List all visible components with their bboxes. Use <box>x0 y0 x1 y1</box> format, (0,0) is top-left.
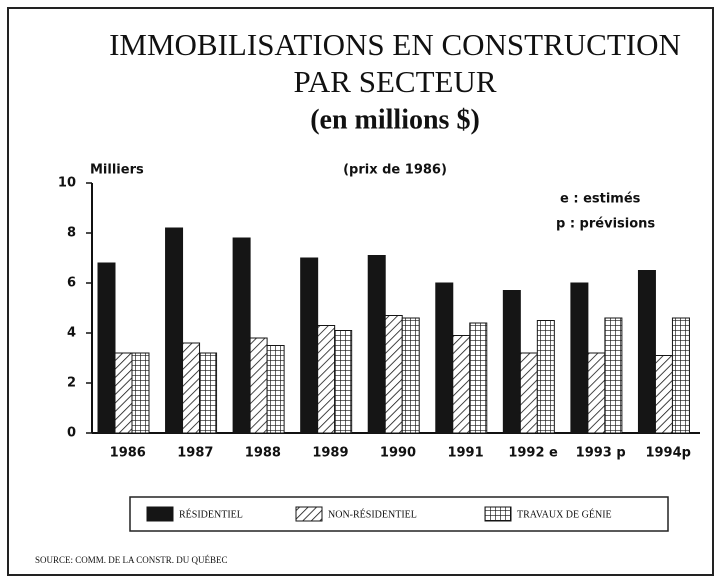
bar <box>452 335 471 434</box>
frame <box>7 7 714 576</box>
legend-box <box>129 496 669 532</box>
legend-label: RÉSIDENTIEL <box>179 508 243 520</box>
x-tick-label: 1988 <box>245 446 281 461</box>
annotation: p : prévisions <box>556 217 655 232</box>
bar <box>334 330 353 434</box>
bar <box>519 352 538 434</box>
legend-label: TRAVAUX DE GÉNIE <box>517 508 612 520</box>
x-tick-label: 1987 <box>177 446 213 461</box>
bar <box>401 317 420 434</box>
chart-subtitle: (en millions $) <box>310 104 480 135</box>
bar <box>367 255 386 434</box>
bar <box>266 345 285 434</box>
bar <box>536 320 555 434</box>
bar <box>131 352 150 434</box>
legend-label: NON-RÉSIDENTIEL <box>328 508 417 520</box>
x-tick-label: 1994p <box>645 446 691 461</box>
y-tick-label: 10 <box>58 176 76 191</box>
legend-swatch <box>295 506 323 522</box>
legend-swatch <box>484 506 512 522</box>
bar <box>570 282 589 434</box>
bar <box>587 352 606 434</box>
x-tick-label: 1992 e <box>508 446 558 461</box>
bar <box>182 342 201 434</box>
bar <box>165 227 184 434</box>
x-tick-label: 1993 p <box>576 446 626 461</box>
x-tick-label: 1989 <box>312 446 348 461</box>
chart-title: IMMOBILISATIONS EN CONSTRUCTION <box>109 27 681 62</box>
y-axis-label: Milliers <box>90 163 144 178</box>
bar <box>435 282 454 434</box>
chart-title: PAR SECTEUR <box>294 64 497 99</box>
bar <box>317 325 336 434</box>
y-tick-label: 0 <box>67 426 76 441</box>
bar <box>232 237 251 434</box>
x-tick-label: 1991 <box>447 446 483 461</box>
note: (prix de 1986) <box>343 163 447 178</box>
bar <box>604 317 623 434</box>
bar <box>671 317 690 434</box>
y-tick-label: 4 <box>67 326 76 341</box>
y-tick-label: 6 <box>67 276 76 291</box>
y-tick-label: 2 <box>67 376 76 391</box>
bar <box>384 315 403 434</box>
x-tick-label: 1986 <box>110 446 146 461</box>
bar <box>654 355 673 434</box>
bar <box>502 290 521 434</box>
annotation: e : estimés <box>560 192 641 207</box>
x-tick-label: 1990 <box>380 446 416 461</box>
bar <box>97 262 116 434</box>
bar <box>637 270 656 434</box>
bar <box>114 352 133 434</box>
legend-swatch <box>146 506 174 522</box>
bar <box>300 257 319 434</box>
bar <box>249 337 268 434</box>
y-tick-label: 8 <box>67 226 76 241</box>
source: SOURCE: COMM. DE LA CONSTR. DU QUÉBEC <box>35 555 228 565</box>
bar <box>199 352 218 434</box>
bar <box>469 322 488 434</box>
